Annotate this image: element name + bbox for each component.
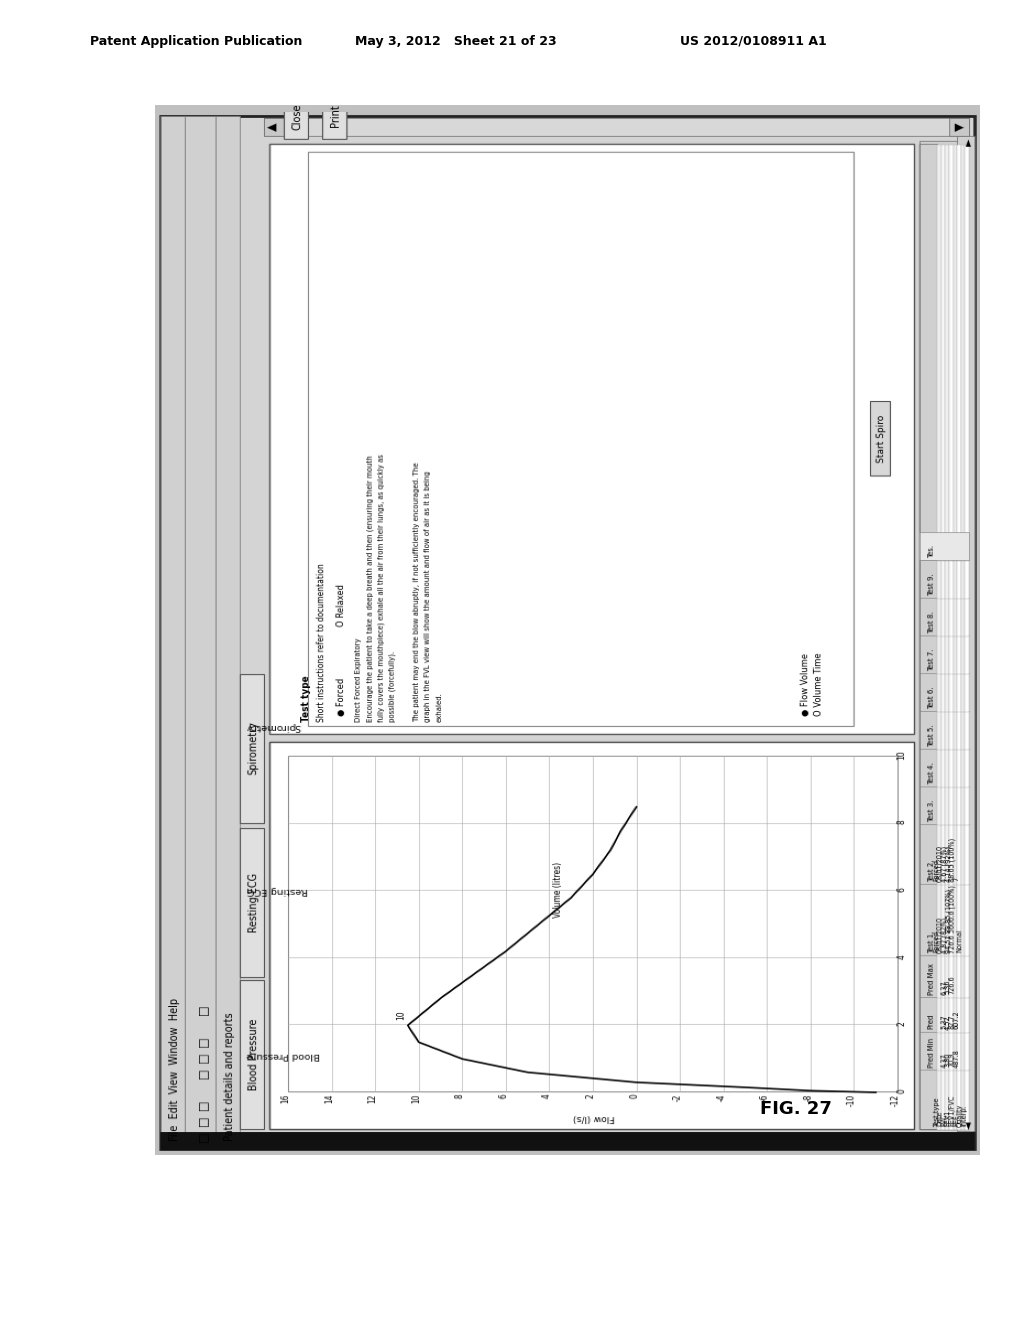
Text: US 2012/0108911 A1: US 2012/0108911 A1 bbox=[680, 36, 826, 48]
Text: Patent Application Publication: Patent Application Publication bbox=[90, 36, 302, 48]
Text: May 3, 2012   Sheet 21 of 23: May 3, 2012 Sheet 21 of 23 bbox=[355, 36, 557, 48]
Text: FIG. 27: FIG. 27 bbox=[760, 1100, 831, 1118]
